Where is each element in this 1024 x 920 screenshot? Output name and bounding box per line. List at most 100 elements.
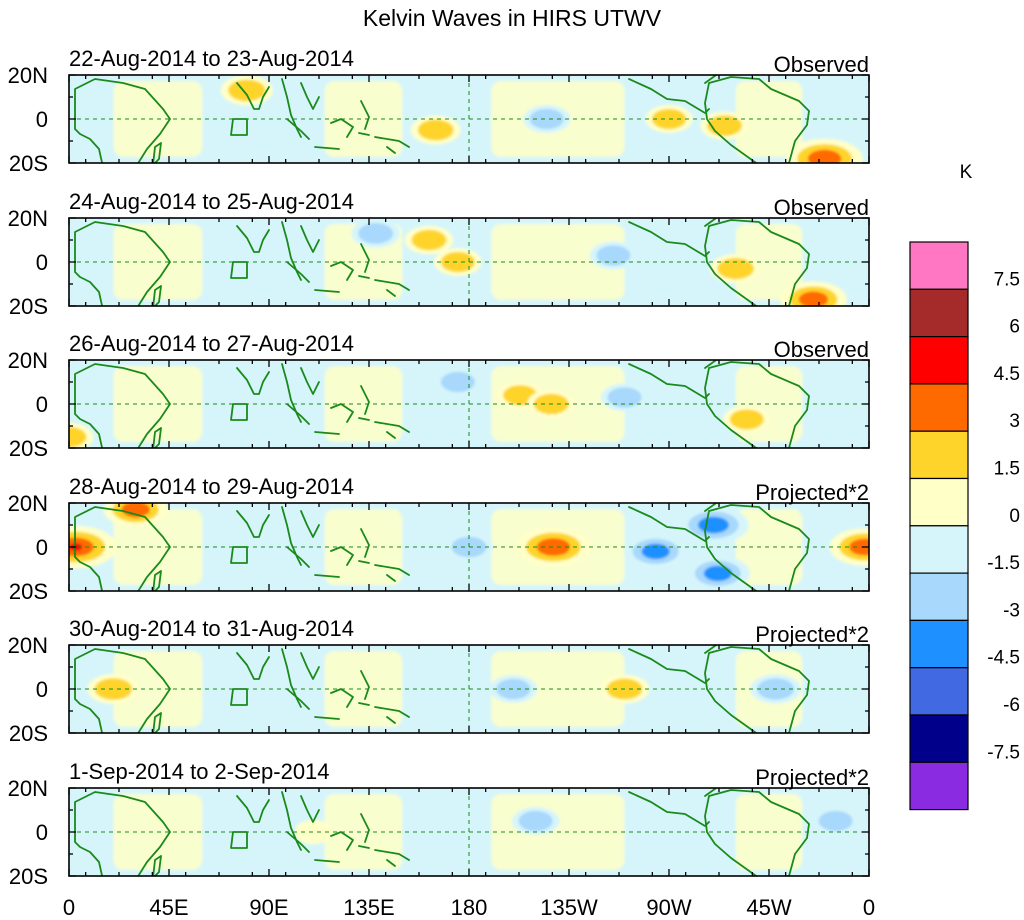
y-tick-label: 20N	[8, 206, 48, 231]
panel-date-range: 24-Aug-2014 to 25-Aug-2014	[69, 189, 354, 214]
south-america-coastline	[0, 647, 9, 735]
anomaly-contour	[849, 538, 869, 556]
anomaly-contour	[440, 251, 475, 273]
x-tick-label: 135E	[343, 895, 394, 920]
y-tick-label: 20S	[9, 579, 48, 604]
panel-date-range: 28-Aug-2014 to 29-Aug-2014	[69, 474, 354, 499]
y-tick-label: 0	[36, 392, 48, 417]
anomaly-contour	[228, 79, 266, 102]
colorbar: K 7.5 6 4.5 3 1.5 0 -1.5 -3 -4.5 -6 -7.5	[909, 162, 1020, 811]
y-tick-label: 20N	[8, 633, 48, 658]
y-tick-label: 0	[36, 535, 48, 560]
anomaly-contour	[607, 387, 642, 408]
panel-type-label: Projected*2	[755, 622, 869, 647]
anomaly-contour	[94, 678, 133, 700]
colorbar-label: -7.5	[987, 742, 1020, 763]
anomaly-contour	[703, 565, 732, 582]
anomaly-contour	[518, 810, 553, 832]
anomaly-contour	[641, 543, 670, 560]
anomaly-contour	[536, 538, 571, 556]
anomaly-contour	[121, 503, 150, 518]
x-tick-label: 180	[451, 895, 488, 920]
anomaly-contour	[596, 245, 631, 266]
south-america-coastline	[0, 362, 9, 450]
y-tick-label: 0	[36, 677, 48, 702]
panel-type-label: Observed	[774, 52, 869, 77]
south-america-coastline	[0, 220, 9, 308]
colorbar-label: 1.5	[994, 459, 1020, 480]
panel-type-label: Observed	[774, 195, 869, 220]
anomaly-contour	[818, 810, 853, 832]
anomaly-contour	[798, 291, 829, 306]
south-america-coastline	[0, 790, 9, 878]
y-tick-label: 20S	[9, 721, 48, 746]
colorbar-unit: K	[960, 162, 973, 183]
south-america-coastline	[0, 77, 9, 165]
y-tick-label: 20S	[9, 864, 48, 889]
colorbar-swatch	[909, 336, 969, 385]
colorbar-label: 4.5	[994, 364, 1020, 385]
colorbar-swatch	[909, 430, 969, 480]
anomaly-contour	[698, 516, 729, 534]
anomaly-contour	[411, 229, 447, 251]
colorbar-swatch	[909, 477, 969, 527]
colorbar-swatch	[909, 383, 969, 432]
colorbar-label: 6	[1009, 317, 1020, 338]
y-tick-label: 20N	[8, 776, 48, 801]
colorbar-label: -6	[1003, 695, 1020, 716]
panel-type-label: Projected*2	[755, 765, 869, 790]
y-tick-label: 20S	[9, 294, 48, 319]
colorbar-swatch	[909, 761, 969, 811]
colorbar-swatch	[909, 667, 969, 716]
anomaly-contour	[358, 223, 394, 244]
anomaly-contour	[294, 820, 333, 844]
map-panel: 20N 0 20S 30-Aug-2014 to 31-Aug-2014 Project…	[0, 616, 870, 746]
south-america-coastline	[0, 505, 9, 593]
x-tick-label: 45W	[746, 895, 791, 920]
map-panel: 20N 0 20S 1-Sep-2014 to 2-Sep-2014 Projected…	[0, 759, 870, 889]
colorbar-label: -3	[1003, 600, 1020, 621]
y-tick-label: 20S	[9, 436, 48, 461]
x-tick-label: 0	[863, 895, 875, 920]
colorbar-swatch	[909, 572, 969, 621]
anomaly-contour	[496, 678, 531, 700]
anomaly-contour	[69, 426, 87, 448]
anomaly-contour	[807, 149, 842, 163]
colorbar-label: 0	[1009, 506, 1020, 527]
y-tick-label: 0	[36, 820, 48, 845]
y-tick-label: 20N	[8, 63, 48, 88]
y-tick-label: 20N	[8, 348, 48, 373]
panel-date-range: 1-Sep-2014 to 2-Sep-2014	[69, 759, 330, 784]
x-tick-label: 135W	[540, 895, 598, 920]
africa-coastline	[875, 79, 970, 179]
panel-date-range: 30-Aug-2014 to 31-Aug-2014	[69, 616, 354, 641]
colorbar-label: 7.5	[994, 269, 1020, 290]
x-tick-label: 0	[63, 895, 75, 920]
colorbar-swatch	[909, 241, 969, 290]
x-tick-label: 90E	[249, 895, 288, 920]
map-panel: 20N 0 20S 22-Aug-2014 to 23-Aug-2014 Observe…	[0, 46, 970, 179]
y-tick-label: 0	[36, 107, 48, 132]
panel-date-range: 26-Aug-2014 to 27-Aug-2014	[69, 331, 354, 356]
figure-title: Kelvin Waves in HIRS UTWV	[363, 5, 662, 31]
colorbar-swatch	[909, 525, 969, 574]
colorbar-label: -4.5	[987, 648, 1020, 669]
map-panel: 20N 0 20S 24-Aug-2014 to 25-Aug-2014 Observe…	[0, 189, 870, 319]
y-tick-label: 0	[36, 250, 48, 275]
map-panel: 20N 0 20S 28-Aug-2014 to 29-Aug-2014 Project…	[0, 474, 870, 604]
anomaly-contour	[529, 108, 564, 130]
x-tick-label: 90W	[646, 895, 691, 920]
panel-date-range: 22-Aug-2014 to 23-Aug-2014	[69, 46, 354, 71]
colorbar-swatch	[909, 288, 969, 338]
colorbar-swatch	[909, 714, 969, 763]
anomaly-contour	[417, 119, 454, 141]
colorbar-label: 3	[1009, 411, 1020, 432]
panel-type-label: Projected*2	[755, 480, 869, 505]
colorbar-swatch	[909, 619, 969, 669]
y-tick-label: 20N	[8, 491, 48, 516]
panel-type-label: Observed	[774, 337, 869, 362]
x-tick-label: 45E	[149, 895, 188, 920]
y-tick-label: 20S	[9, 151, 48, 176]
colorbar-label: -1.5	[987, 553, 1020, 574]
